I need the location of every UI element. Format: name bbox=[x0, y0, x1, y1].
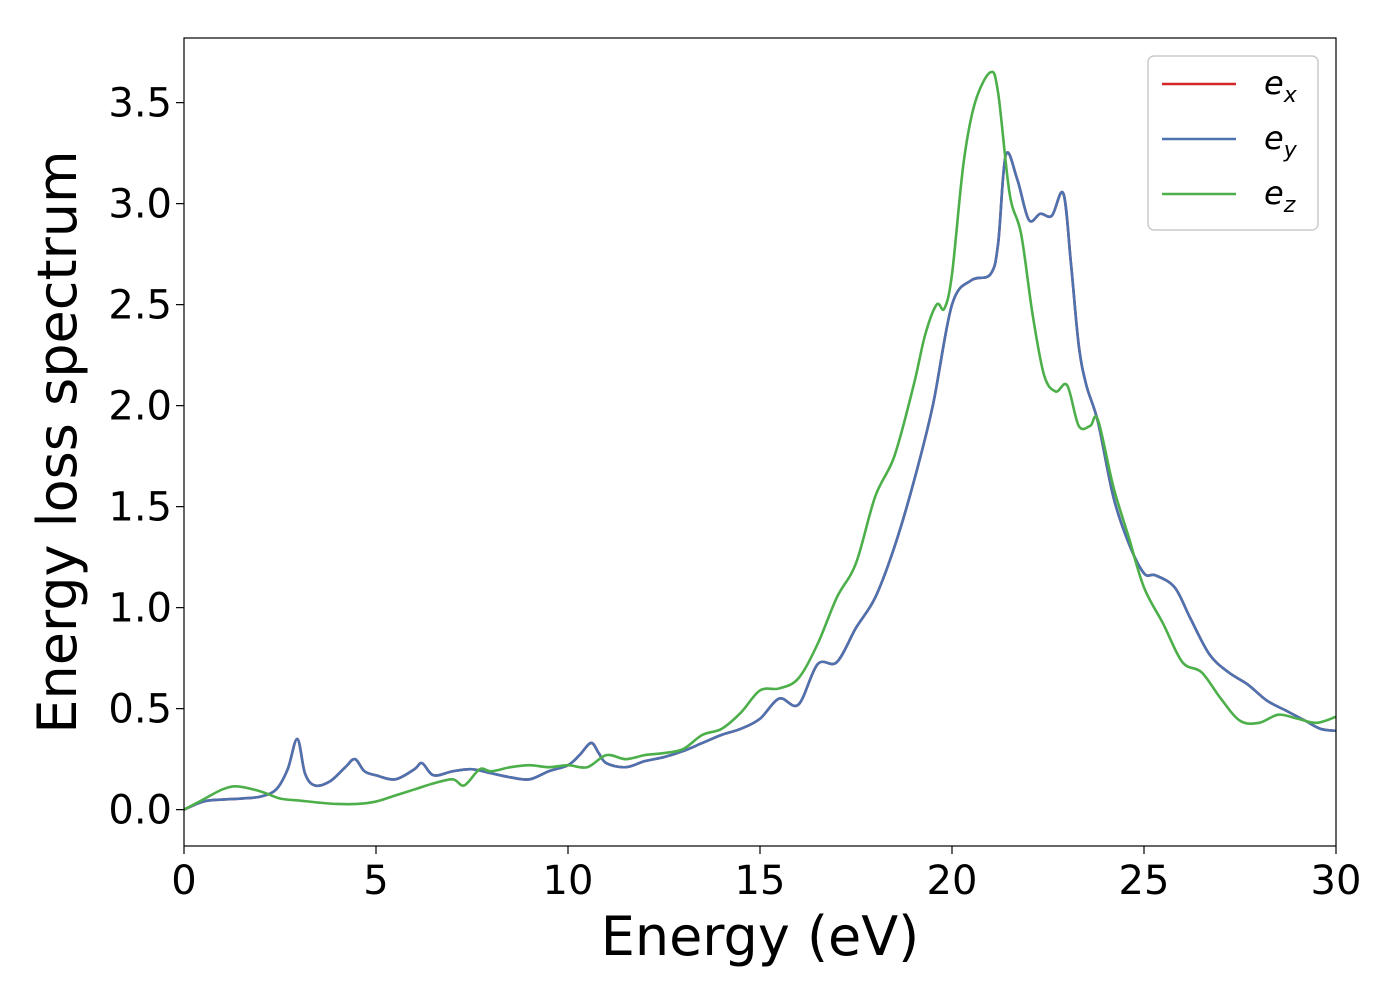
legend-item-e-z: ez bbox=[1162, 174, 1296, 218]
y-tick-label: 1.0 bbox=[108, 586, 172, 632]
y-axis-title: Energy loss spectrum bbox=[26, 150, 89, 733]
y-tick-label: 0.0 bbox=[108, 788, 172, 834]
series-layer bbox=[184, 70, 1336, 811]
y-tick-label: 1.5 bbox=[108, 485, 172, 531]
y-tick-label: 2.5 bbox=[108, 283, 172, 329]
x-tick-label: 20 bbox=[927, 858, 978, 904]
x-tick-label: 30 bbox=[1311, 858, 1362, 904]
legend-label: ez bbox=[1264, 174, 1296, 218]
y-axis: 0.0 0.5 1.0 1.5 2.0 2.5 3.0 3.5 bbox=[108, 81, 184, 834]
legend-frame bbox=[1147, 55, 1319, 231]
y-tick-label: 2.0 bbox=[108, 384, 172, 430]
y-tick-label: 3.0 bbox=[108, 182, 172, 228]
plot-area bbox=[184, 38, 1336, 846]
x-tick-label: 10 bbox=[543, 858, 594, 904]
x-tick-label: 25 bbox=[1119, 858, 1170, 904]
x-axis-title: Energy (eV) bbox=[601, 905, 920, 968]
series-line-e-y bbox=[184, 151, 1336, 811]
x-axis: 0 5 10 15 20 25 30 bbox=[171, 846, 1361, 904]
x-tick-label: 0 bbox=[171, 858, 196, 904]
series-line-e-z bbox=[184, 70, 1336, 811]
x-tick-label: 15 bbox=[735, 858, 786, 904]
y-tick-label: 0.5 bbox=[108, 687, 172, 733]
y-tick-label: 3.5 bbox=[108, 81, 172, 127]
x-tick-label: 5 bbox=[363, 858, 388, 904]
